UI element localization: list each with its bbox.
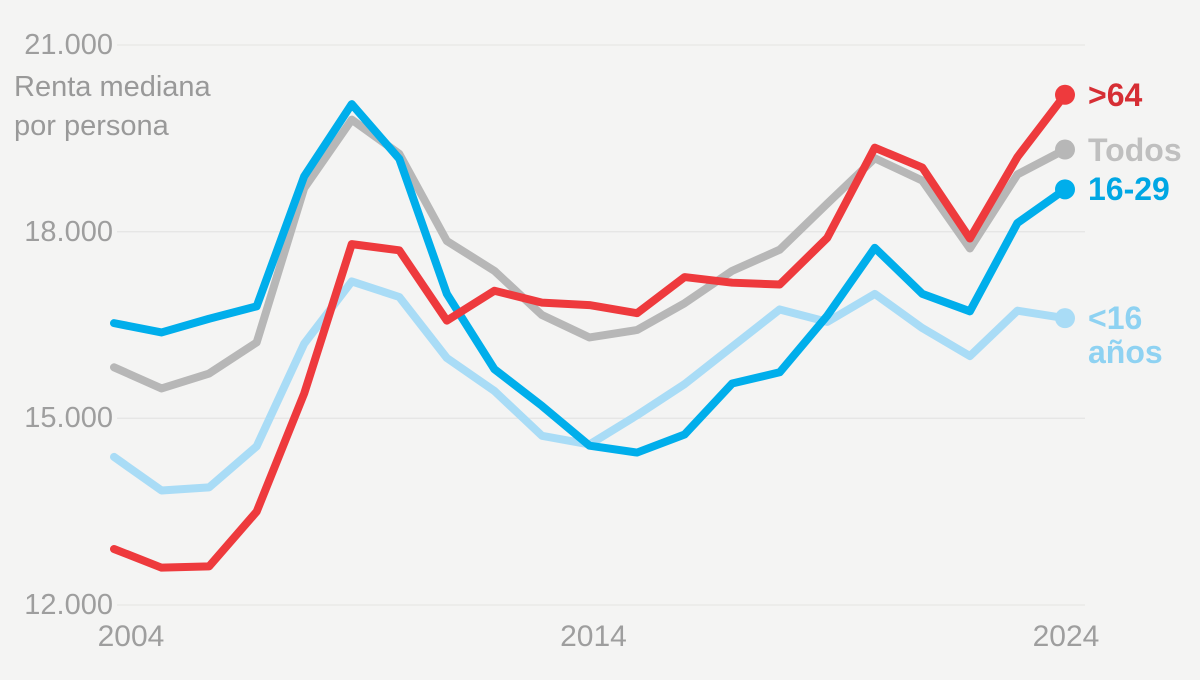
legend-label-todos: Todos	[1088, 131, 1182, 168]
x-axis-tick-2004: 2004	[97, 620, 165, 653]
legend-label-over-64: >64	[1088, 76, 1143, 113]
y-axis-tick-12000: 12.000	[24, 589, 113, 621]
y-axis-tick-15000: 15.000	[24, 402, 113, 435]
chart-title-line2: por persona	[14, 110, 169, 142]
y-axis-tick-21000: 21.000	[24, 29, 113, 61]
chart-title-line1: Renta mediana	[14, 71, 211, 103]
legend-label-under-16: <16 años	[1088, 300, 1163, 371]
line-menores-de-16	[110, 277, 1069, 495]
x-axis-tick-2024: 2024	[1032, 620, 1100, 653]
line-16-29	[110, 100, 1069, 457]
y-axis-tick-18000: 18.000	[24, 215, 113, 248]
line-mayores-de-64	[110, 90, 1069, 572]
end-dot-menores-de-16	[1055, 308, 1075, 329]
x-axis-tick-2014: 2014	[560, 620, 627, 653]
legend-label-16-29: 16-29	[1088, 171, 1170, 208]
end-dot-mayores-de-64	[1055, 84, 1075, 105]
end-dot-16-29	[1055, 179, 1075, 200]
end-dot-todos	[1055, 139, 1075, 160]
chart-title: Renta mediana por persona	[14, 68, 211, 146]
line-todos	[110, 115, 1069, 393]
